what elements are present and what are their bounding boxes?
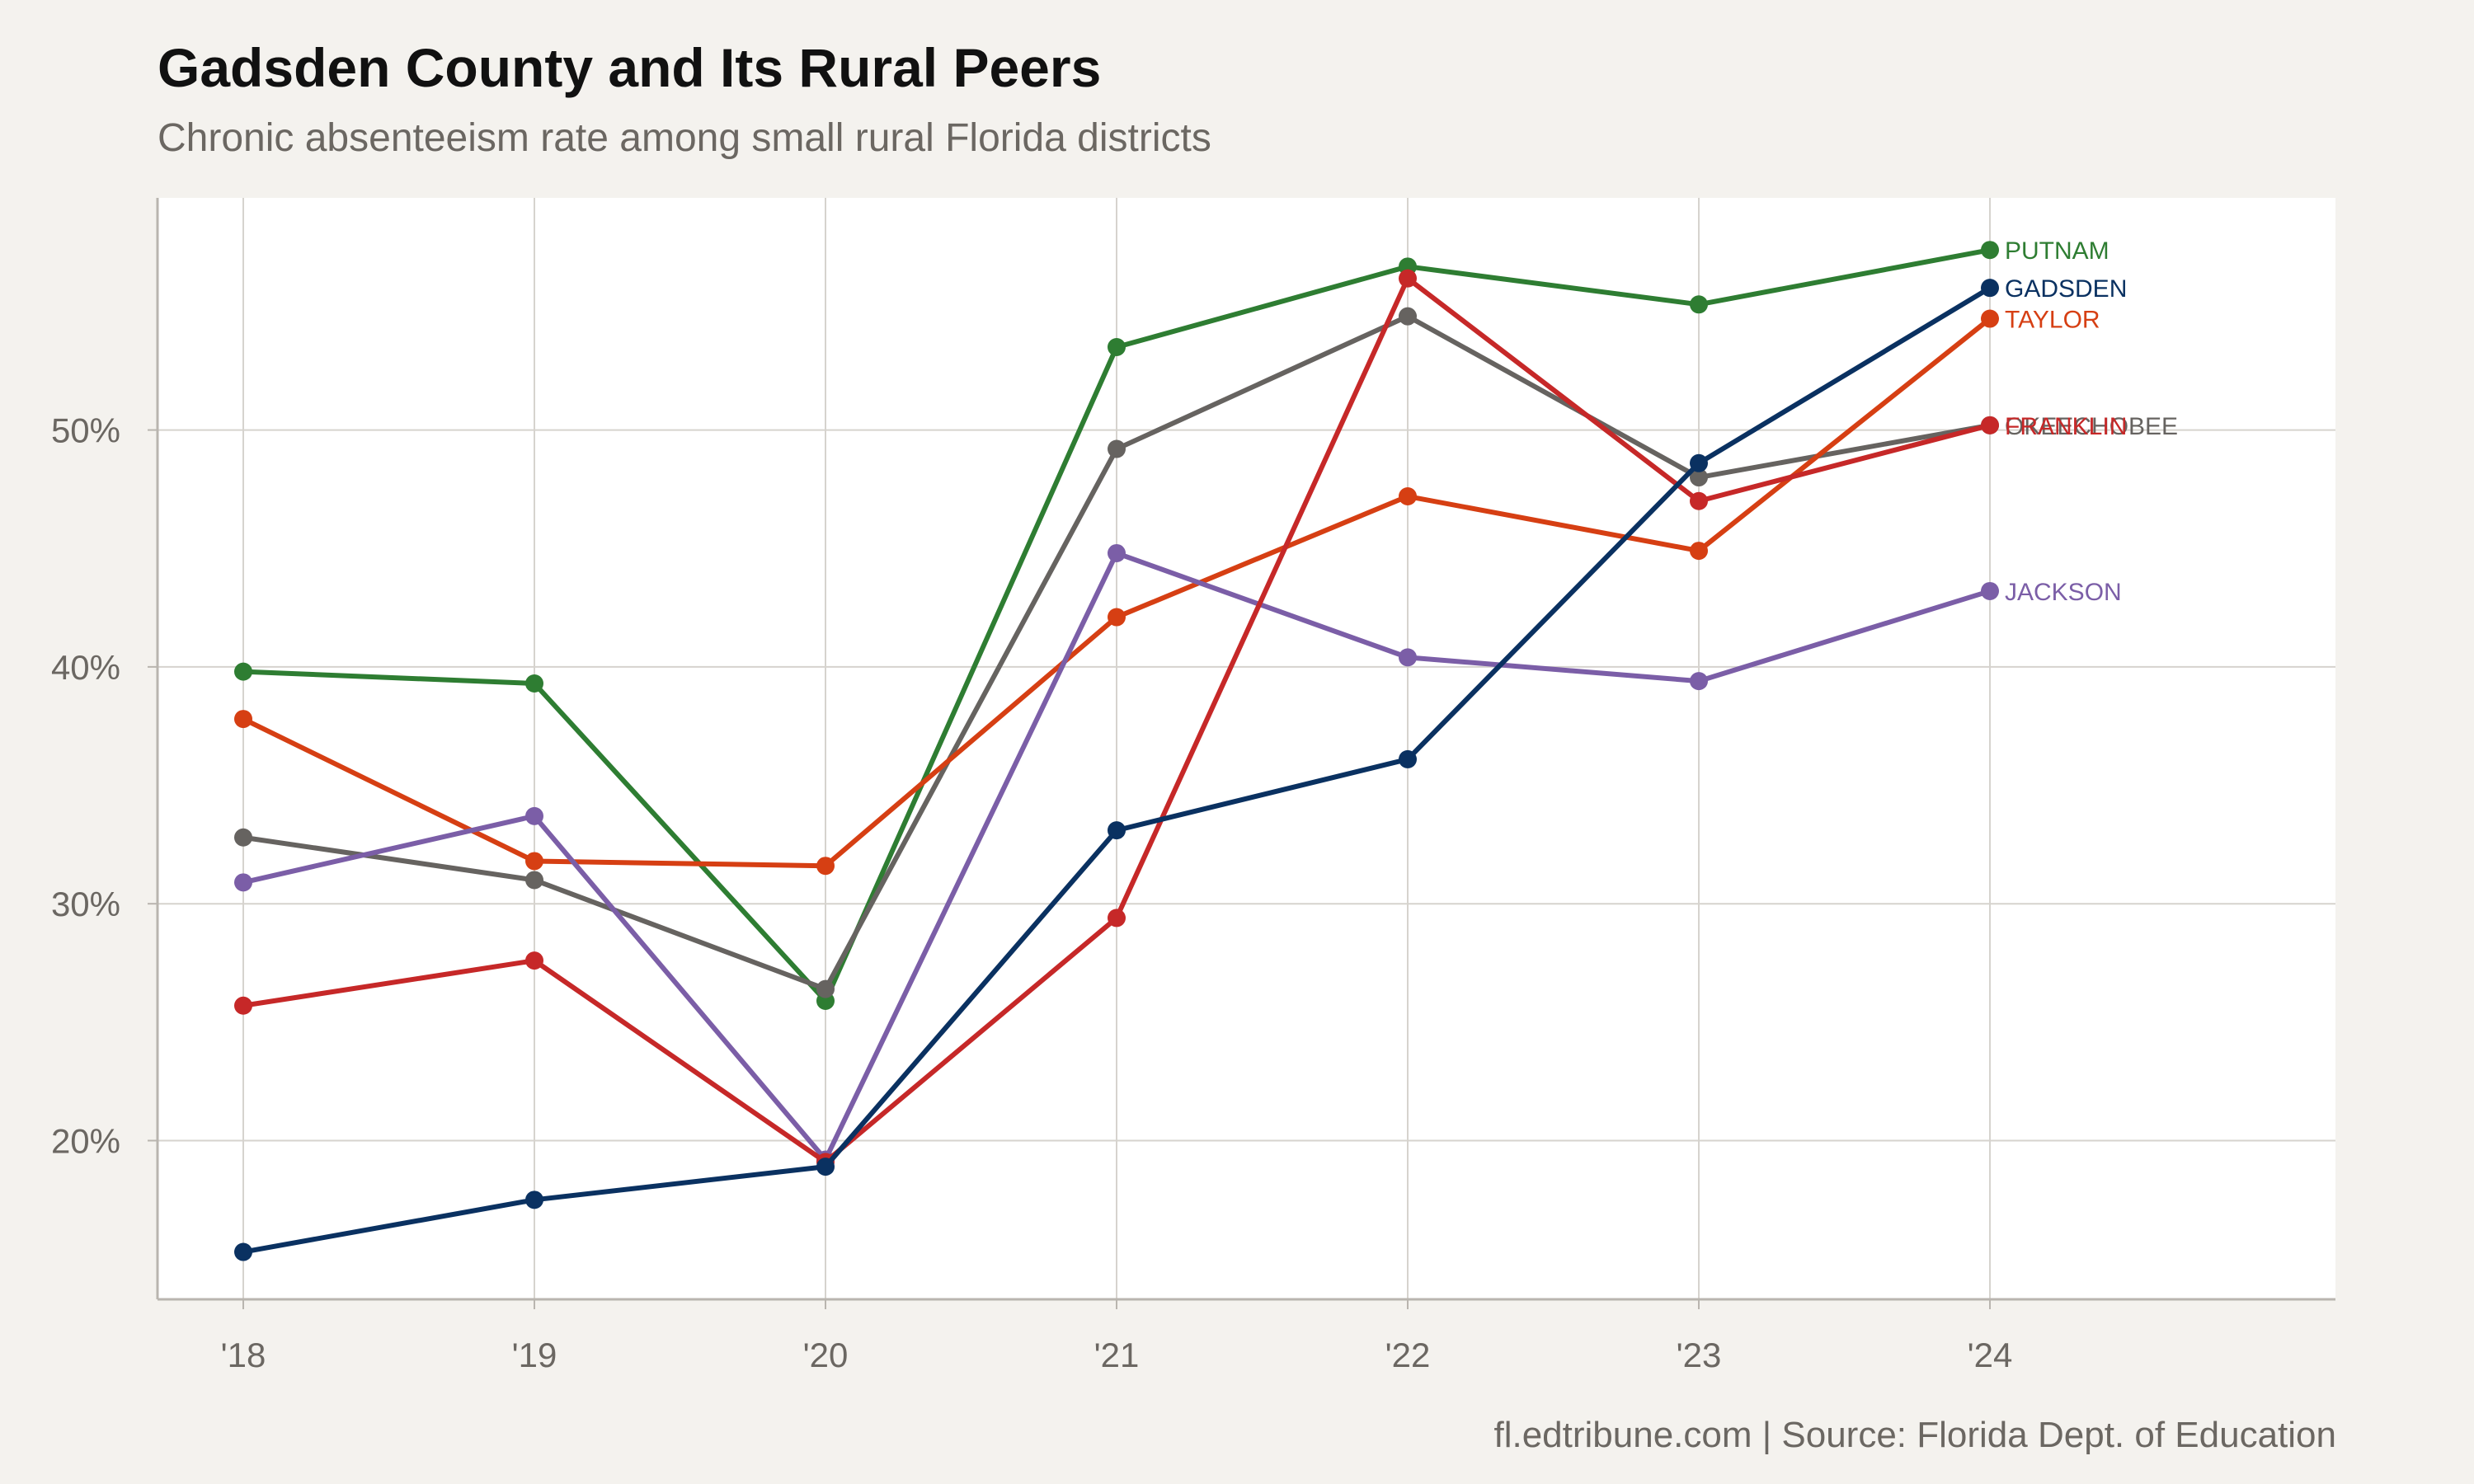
series-end-labels: PUTNAM OKEECHOBEE TAYLOR JACKSON FRANKLIN GAD…: [2005, 237, 2178, 606]
end-label-franklin: FRANKLIN: [2005, 413, 2127, 440]
y-tick-label: 30%: [51, 885, 120, 923]
data-point-taylor: [1981, 309, 1999, 328]
data-point-okeechobee: [1108, 439, 1126, 458]
data-point-gadsden: [234, 1242, 252, 1261]
data-point-putnam: [1690, 295, 1708, 314]
x-tick-label: '23: [1677, 1336, 1722, 1374]
data-point-jackson: [234, 873, 252, 892]
data-point-franklin: [234, 996, 252, 1015]
data-point-franklin: [525, 951, 543, 970]
x-tick-label: '21: [1094, 1336, 1140, 1374]
data-point-franklin: [1690, 491, 1708, 510]
data-point-jackson: [525, 806, 543, 825]
data-point-putnam: [234, 662, 252, 681]
y-tick-label: 20%: [51, 1122, 120, 1161]
data-point-putnam: [1108, 338, 1126, 357]
chart-subtitle: Chronic absenteeism rate among small rur…: [158, 116, 1211, 160]
data-point-jackson: [1981, 581, 1999, 600]
data-point-okeechobee: [816, 979, 835, 998]
data-point-gadsden: [1108, 821, 1126, 840]
end-label-okeechobee: OKEECHOBEE: [2005, 413, 2178, 440]
x-tick-label: '24: [1968, 1336, 2013, 1374]
data-point-gadsden: [1981, 279, 1999, 298]
data-point-gadsden: [816, 1158, 835, 1176]
data-point-taylor: [234, 710, 252, 729]
x-tick-label: '18: [221, 1336, 266, 1374]
chart-title: Gadsden County and Its Rural Peers: [158, 37, 1102, 98]
data-point-taylor: [1399, 487, 1417, 506]
x-tick-label: '22: [1385, 1336, 1431, 1374]
axes: '18 '19 '20 '21 '22 '23 '24 20% 30% 40% 50%: [51, 198, 2335, 1374]
data-point-jackson: [1690, 672, 1708, 691]
data-point-franklin: [1399, 269, 1417, 288]
gridlines: [158, 198, 2335, 1299]
data-point-okeechobee: [1399, 307, 1417, 326]
data-point-taylor: [1690, 542, 1708, 561]
data-point-gadsden: [525, 1190, 543, 1209]
data-point-okeechobee: [525, 871, 543, 890]
series-jackson: [234, 543, 1999, 1169]
data-point-okeechobee: [234, 828, 252, 847]
end-label-taylor: TAYLOR: [2005, 307, 2100, 334]
data-point-gadsden: [1690, 453, 1708, 472]
data-point-jackson: [1108, 543, 1126, 562]
data-point-taylor: [525, 852, 543, 871]
series-gadsden: [234, 279, 1999, 1261]
data-point-putnam: [1981, 241, 1999, 260]
end-label-putnam: PUTNAM: [2005, 237, 2109, 265]
x-tick-label: '20: [803, 1336, 849, 1374]
data-point-putnam: [525, 674, 543, 693]
data-point-taylor: [1108, 608, 1126, 627]
data-point-franklin: [1108, 909, 1126, 928]
data-point-gadsden: [1399, 749, 1417, 768]
y-tick-label: 40%: [51, 648, 120, 687]
end-label-jackson: JACKSON: [2005, 579, 2122, 606]
y-tick-label: 50%: [51, 411, 120, 450]
chart-caption: fl.edtribune.com | Source: Florida Dept.…: [1493, 1415, 2336, 1455]
data-point-taylor: [816, 857, 835, 876]
data-point-okeechobee: [1690, 468, 1708, 487]
series-lines: [234, 241, 1999, 1261]
data-point-franklin: [1981, 416, 1999, 434]
data-point-jackson: [1399, 648, 1417, 667]
x-tick-label: '19: [512, 1336, 557, 1374]
end-label-gadsden: GADSDEN: [2005, 275, 2127, 303]
plot-area: [158, 198, 2335, 1299]
series-taylor: [234, 309, 1999, 876]
